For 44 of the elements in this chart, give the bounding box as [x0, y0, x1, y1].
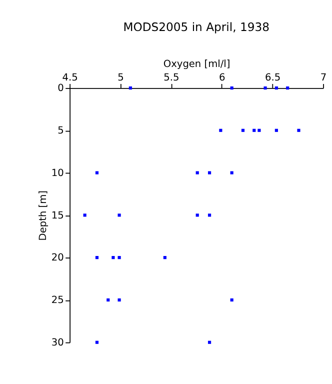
- point: [208, 214, 212, 217]
- point: [118, 256, 121, 260]
- point: [230, 86, 234, 90]
- chart-title: MODS2005 in April, 1938: [123, 20, 270, 34]
- point: [196, 171, 199, 174]
- y-tick-label: 30: [51, 337, 64, 348]
- x-tick-label: 5: [118, 72, 124, 84]
- point: [163, 256, 166, 260]
- point: [286, 86, 290, 90]
- point: [252, 128, 256, 132]
- point: [95, 340, 99, 344]
- point: [230, 171, 234, 174]
- point: [208, 171, 212, 174]
- point: [274, 128, 278, 132]
- point: [208, 340, 212, 344]
- point: [258, 128, 261, 132]
- y-axis-title: Depth [m]: [38, 190, 49, 241]
- point: [106, 298, 110, 302]
- x-axis-title: Oxygen [ml/l]: [163, 59, 230, 70]
- point: [264, 86, 267, 90]
- y-tick-label: 10: [51, 168, 64, 179]
- y-tick-label: 25: [51, 295, 64, 306]
- point: [219, 128, 222, 132]
- x-tick-label: 7: [320, 72, 327, 84]
- point: [118, 214, 121, 217]
- y-tick-label: 5: [58, 126, 64, 137]
- point: [241, 128, 245, 132]
- y-tick-label: 20: [51, 252, 64, 264]
- y-tick-label: 0: [58, 83, 64, 94]
- point: [274, 86, 278, 90]
- x-tick-label: 4.5: [62, 72, 78, 84]
- point: [95, 256, 99, 260]
- point: [196, 214, 199, 217]
- point: [297, 128, 300, 132]
- point: [112, 256, 115, 260]
- point: [230, 298, 234, 302]
- x-tick-label: 5.5: [164, 72, 180, 84]
- point: [83, 214, 86, 217]
- y-tick-label: 15: [51, 210, 64, 222]
- point: [95, 171, 99, 174]
- point: [128, 86, 132, 90]
- point: [118, 298, 121, 302]
- x-tick-label: 6: [219, 72, 226, 84]
- x-tick-label: 6.5: [265, 72, 281, 84]
